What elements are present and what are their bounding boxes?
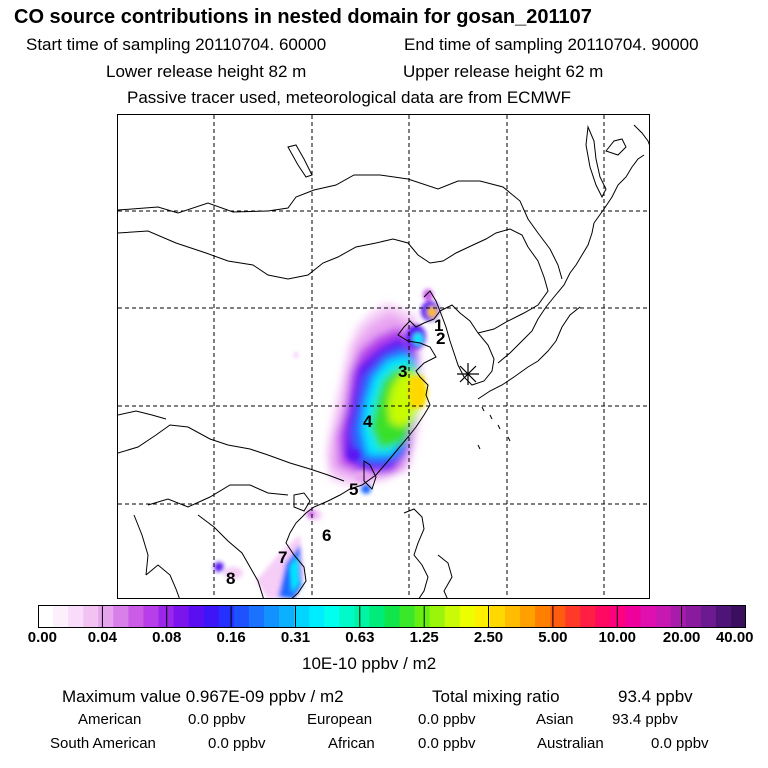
gosan-site-marker [457,363,479,385]
region-label-3: 3 [398,362,407,381]
colorbar-cell [38,605,54,628]
region-name-african: African [328,735,375,752]
colorbar-cell [263,605,280,628]
concentration-plume [214,289,439,598]
lat-lon-grid [118,115,649,598]
region-value-african: 0.0 ppbv [418,735,476,752]
colorbar-cell [489,605,506,628]
colorbar-cell [640,605,657,628]
colorbar-cell [429,605,446,628]
colorbar-cell [625,605,642,628]
colorbar-cell [520,605,536,628]
colorbar-cell [580,605,596,628]
tracer-label: Passive tracer used, meteorological data… [127,88,572,107]
colorbar-cell [53,605,69,628]
colorbar-cell [550,605,566,628]
colorbar-cell [83,605,99,628]
map-panel: 1 2 3 4 5 6 7 8 [117,114,650,599]
total-mixing-label: Total mixing ratio [432,687,560,706]
colorbar-cell [354,605,370,628]
colorbar-cell [685,605,702,628]
colorbar-cell [655,605,672,628]
colorbar-tick-label: 5.00 [538,629,568,646]
region-value-european: 0.0 ppbv [418,711,476,728]
region-label-6: 6 [322,526,331,545]
colorbar-cell [414,605,431,628]
colorbar-cell [700,605,717,628]
colorbar-cell [68,605,84,628]
colorbar-cell [459,605,476,628]
colorbar-cell [535,605,551,628]
colorbar-tick-label: 2.50 [473,629,504,646]
colorbar-tick-label: 0.00 [27,629,57,646]
chart-title: CO source contributions in nested domain… [14,6,592,28]
region-name-asian: Asian [536,711,574,728]
colorbar-tick-label: 20.00 [662,629,701,646]
colorbar-cell [143,605,160,628]
region-label-5: 5 [349,480,358,499]
region-value-asian: 93.4 ppbv [612,711,678,728]
colorbar-cell [324,605,340,628]
total-mixing-value: 93.4 ppbv [618,687,693,706]
colorbar-cell [565,605,581,628]
region-value-south-american: 0.0 ppbv [208,735,266,752]
colorbar-cell [294,605,310,628]
colorbar [38,605,746,628]
end-time-label: End time of sampling 20110704. 90000 [404,35,699,54]
colorbar-cell [98,605,114,628]
colorbar-cell [369,605,386,628]
region-name-south-american: South American [50,735,156,752]
colorbar-cell [399,605,416,628]
upper-height-label: Upper release height 62 m [403,62,604,81]
colorbar-cell [595,605,612,628]
colorbar-tick-label: 0.63 [345,629,375,646]
colorbar-cell [233,605,250,628]
colorbar-cell [384,605,401,628]
region-value-australian: 0.0 ppbv [651,735,709,752]
region-name-australian: Australian [537,735,604,752]
colorbar-cell [444,605,461,628]
colorbar-cell [173,605,190,628]
colorbar-cell [504,605,521,628]
colorbar-tick-label: 10.00 [598,629,637,646]
colorbar-cell [339,605,355,628]
lower-height-label: Lower release height 82 m [106,62,307,81]
colorbar-cell [279,605,295,628]
colorbar-tick-label: 0.08 [152,629,182,646]
region-name-american: American [78,711,142,728]
region-label-8: 8 [226,569,235,588]
colorbar-tick-label: 0.04 [87,629,117,646]
region-label-1: 1 [434,316,443,335]
colorbar-tick-label: 40.00 [715,629,754,646]
region-label-4: 4 [363,412,373,431]
colorbar-cell [730,605,746,628]
colorbar-cell [248,605,265,628]
colorbar-cell [474,605,491,628]
colorbar-tick-label: 0.31 [280,629,311,646]
colorbar-cell [128,605,145,628]
colorbar-cell [113,605,129,628]
colorbar-units: 10E-10 ppbv / m2 [302,654,437,673]
region-label-2: 2 [436,329,445,348]
colorbar-cell [670,605,687,628]
colorbar-cell [203,605,220,628]
colorbar-cell [309,605,325,628]
region-value-american: 0.0 ppbv [188,711,246,728]
colorbar-tick-label: 1.25 [409,629,439,646]
colorbar-cell [188,605,205,628]
colorbar-cell [218,605,235,628]
colorbar-tick-label: 0.16 [216,629,246,646]
colorbar-cell [715,605,732,628]
max-value-label: Maximum value 0.967E-09 ppbv / m2 [62,687,344,706]
region-name-european: European [307,711,373,728]
region-label-7: 7 [278,548,287,567]
start-time-label: Start time of sampling 20110704. 60000 [26,35,327,54]
colorbar-cell [610,605,627,628]
